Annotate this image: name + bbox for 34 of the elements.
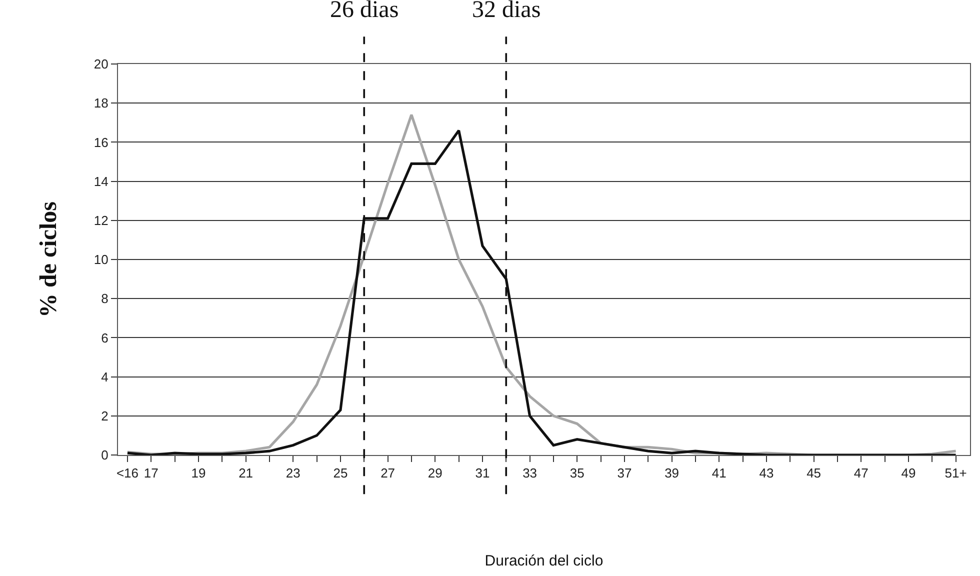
y-tick-label: 18 — [94, 96, 108, 111]
x-tick-label: 41 — [712, 466, 726, 481]
y-tick-label: 0 — [101, 448, 108, 463]
x-tick-label: 27 — [380, 466, 396, 481]
x-tick-label: 29 — [428, 466, 442, 481]
x-tick-label: 33 — [522, 466, 538, 481]
y-tick-label: 4 — [101, 369, 108, 384]
x-tick-label: 35 — [570, 466, 584, 481]
x-tick-label: 47 — [854, 466, 868, 481]
y-tick-label: 14 — [94, 174, 108, 189]
y-tick-label: 10 — [94, 252, 108, 268]
y-tick-label: 6 — [101, 330, 108, 346]
x-tick-label: 19 — [191, 466, 206, 481]
x-tick-label: 49 — [901, 466, 916, 481]
x-tick-label: 23 — [286, 466, 300, 481]
x-tick-label: 39 — [664, 466, 680, 481]
x-axis-title: Duración del ciclo — [484, 552, 604, 570]
x-tick-label: 45 — [806, 466, 822, 481]
y-tick-label: 12 — [94, 212, 108, 228]
x-tick-label: 17 — [144, 466, 158, 481]
x-tick-label: 21 — [238, 466, 254, 481]
y-axis-title: % de ciclos — [36, 202, 62, 318]
x-tick-label: 37 — [617, 466, 632, 481]
ref-line-label: 26 dias — [330, 0, 399, 23]
y-tick-label: 2 — [101, 408, 108, 424]
x-tick-label: 25 — [333, 466, 348, 481]
x-tick-label: <16 — [116, 466, 138, 481]
y-tick-label: 8 — [101, 291, 108, 306]
x-tick-label: 51+ — [944, 466, 967, 481]
ref-line-label: 32 dias — [472, 0, 541, 23]
y-tick-label: 16 — [94, 134, 108, 150]
x-tick-label: 31 — [475, 466, 490, 481]
y-tick-label: 20 — [94, 56, 108, 72]
x-tick-label: 43 — [759, 466, 774, 481]
